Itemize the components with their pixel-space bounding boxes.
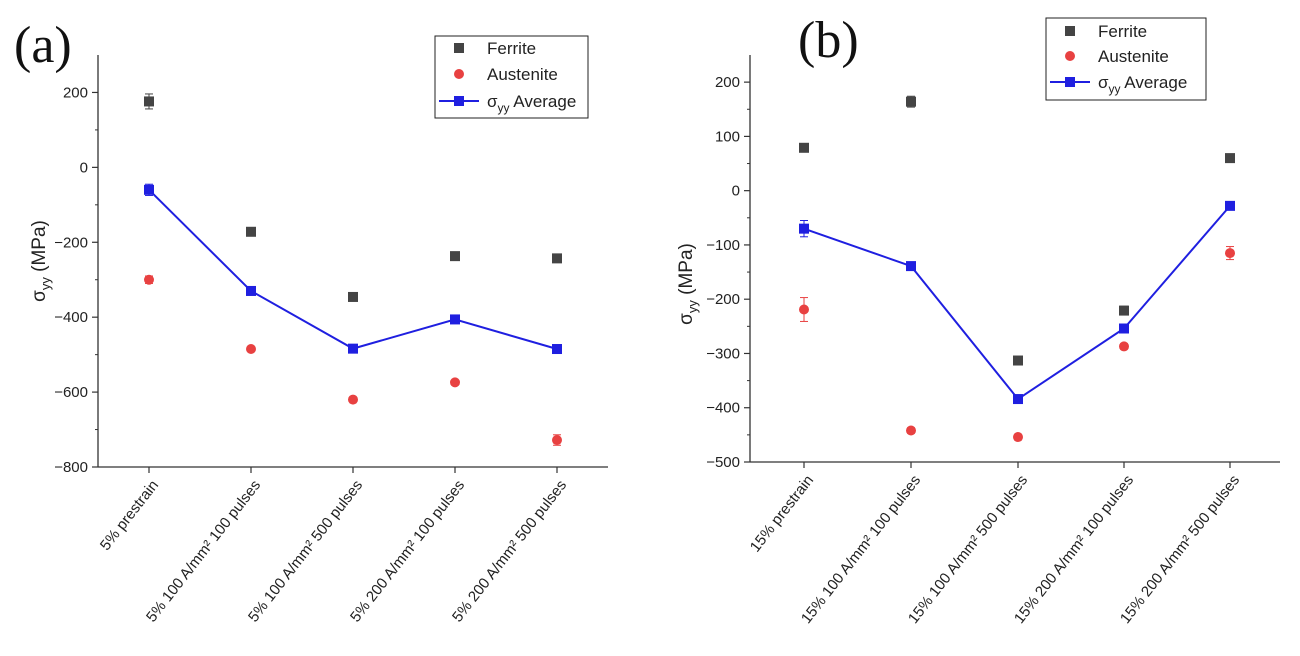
panel-label: (b) bbox=[798, 12, 859, 69]
legend-item-yy-average: σyy Average bbox=[439, 92, 576, 115]
x-tick-label: 15% 100 A/mm² 100 pulses bbox=[798, 472, 924, 627]
data-point bbox=[450, 251, 460, 262]
legend-marker bbox=[1065, 26, 1075, 36]
legend-item-austenite: Austenite bbox=[1065, 47, 1169, 66]
data-point bbox=[906, 261, 916, 272]
data-point bbox=[246, 285, 256, 296]
data-point bbox=[552, 435, 562, 446]
x-tick-label: 15% 100 A/mm² 500 pulses bbox=[905, 472, 1031, 627]
series-ferrite bbox=[144, 93, 562, 302]
legend-label: Austenite bbox=[487, 65, 558, 84]
x-tick-label: 5% 100 A/mm² 500 pulses bbox=[245, 477, 366, 625]
x-tick-label: 15% 200 A/mm² 100 pulses bbox=[1011, 472, 1137, 627]
data-point bbox=[1225, 248, 1235, 259]
series-yy-average bbox=[799, 200, 1235, 405]
panel-label: (a) bbox=[14, 17, 72, 74]
y-tick-label: −100 bbox=[706, 237, 740, 254]
y-axis-title: σyy (MPa) bbox=[676, 243, 700, 325]
data-point bbox=[246, 226, 256, 237]
x-tick-label: 15% prestrain bbox=[747, 472, 817, 555]
data-point bbox=[906, 96, 916, 107]
y-tick-label: −300 bbox=[706, 345, 740, 362]
data-point bbox=[1013, 355, 1023, 366]
y-tick-label: −400 bbox=[54, 309, 88, 326]
legend-label: Ferrite bbox=[1098, 22, 1147, 41]
data-point bbox=[246, 344, 256, 355]
series-yy-average bbox=[144, 183, 562, 355]
data-point bbox=[799, 223, 809, 234]
series-line bbox=[148, 189, 558, 350]
legend-marker bbox=[1065, 51, 1075, 61]
y-tick-label: −400 bbox=[706, 400, 740, 417]
data-point bbox=[348, 291, 358, 302]
data-point bbox=[348, 394, 358, 405]
data-point bbox=[1013, 432, 1023, 443]
data-point bbox=[450, 377, 460, 388]
data-point bbox=[1013, 394, 1023, 405]
y-tick-label: 200 bbox=[63, 84, 88, 101]
data-point bbox=[906, 425, 916, 436]
x-tick-label: 15% 200 A/mm² 500 pulses bbox=[1117, 472, 1243, 627]
data-point bbox=[1119, 305, 1129, 316]
data-point bbox=[1119, 323, 1129, 334]
legend-marker bbox=[1065, 77, 1075, 87]
x-tick-label: 5% 100 A/mm² 100 pulses bbox=[143, 477, 264, 625]
legend-label: Austenite bbox=[1098, 47, 1169, 66]
panel-a: (a) 200 0 −200 −400 −600 −800 σyy (MPa) 5% prest… bbox=[14, 17, 608, 625]
y-tick-label: 0 bbox=[732, 183, 740, 200]
legend: Ferrite Austenite σyy Average bbox=[434, 35, 589, 119]
data-point bbox=[1225, 153, 1235, 164]
legend-marker bbox=[454, 43, 464, 53]
panel-b: (b) 200 100 0 −100 −200 −300 −400 −500 σyy (MPa) 1… bbox=[676, 12, 1280, 627]
data-point bbox=[144, 96, 154, 107]
legend-item-ferrite: Ferrite bbox=[454, 39, 536, 58]
y-tick-label: −200 bbox=[54, 234, 88, 251]
data-point bbox=[552, 344, 562, 355]
data-point bbox=[799, 142, 809, 153]
x-tick-label: 5% prestrain bbox=[97, 477, 162, 554]
y-tick-label: −800 bbox=[54, 459, 88, 476]
legend-label: Ferrite bbox=[487, 39, 536, 58]
y-tick-label: −500 bbox=[706, 454, 740, 471]
x-tick-label: 5% 200 A/mm² 500 pulses bbox=[449, 477, 570, 625]
legend: Ferrite Austenite σyy Average bbox=[1045, 17, 1207, 101]
data-point bbox=[1119, 341, 1129, 352]
legend-marker bbox=[454, 69, 464, 79]
legend-item-ferrite: Ferrite bbox=[1065, 22, 1147, 41]
legend-label: σyy Average bbox=[487, 92, 576, 115]
data-point bbox=[450, 314, 460, 325]
data-point bbox=[144, 274, 154, 285]
series-ferrite bbox=[799, 95, 1235, 366]
series-austenite bbox=[144, 274, 562, 446]
y-tick-label: 200 bbox=[715, 74, 740, 91]
series-austenite bbox=[799, 246, 1235, 443]
y-tick-label: 100 bbox=[715, 128, 740, 145]
legend-item-yy-average: σyy Average bbox=[1050, 73, 1187, 96]
series-line bbox=[803, 205, 1231, 401]
data-point bbox=[799, 304, 809, 315]
data-point bbox=[144, 184, 154, 195]
x-tick-label: 5% 200 A/mm² 100 pulses bbox=[347, 477, 468, 625]
y-axis-title: σyy (MPa) bbox=[29, 220, 53, 302]
data-point bbox=[348, 343, 358, 354]
legend-item-austenite: Austenite bbox=[454, 65, 558, 84]
y-tick-label: 0 bbox=[80, 159, 88, 176]
data-point bbox=[1225, 200, 1235, 211]
y-tick-label: −200 bbox=[706, 291, 740, 308]
y-tick-label: −600 bbox=[54, 384, 88, 401]
legend-marker bbox=[454, 96, 464, 106]
data-point bbox=[552, 253, 562, 264]
legend-label: σyy Average bbox=[1098, 73, 1187, 96]
